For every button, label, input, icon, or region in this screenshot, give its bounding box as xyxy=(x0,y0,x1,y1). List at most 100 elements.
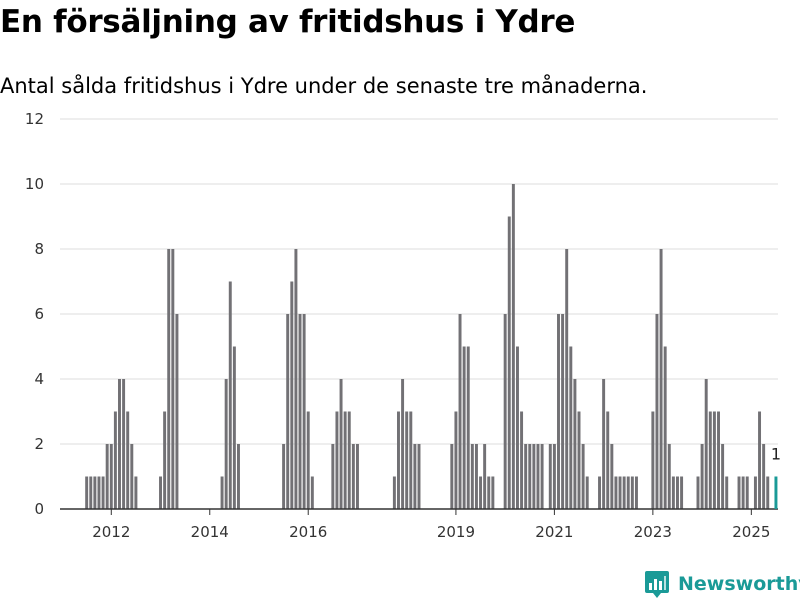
x-tick-label: 2019 xyxy=(437,523,475,541)
bar xyxy=(655,314,659,509)
bar xyxy=(93,476,97,509)
x-tick-label: 2012 xyxy=(92,523,130,541)
chart-title: En försäljning av fritidshus i Ydre xyxy=(0,4,576,40)
bar xyxy=(335,411,339,509)
bar xyxy=(347,411,351,509)
bar xyxy=(524,444,528,509)
bars xyxy=(85,184,770,509)
bar xyxy=(236,444,240,509)
bar xyxy=(758,411,762,509)
bar xyxy=(717,411,720,509)
bar xyxy=(224,379,228,509)
bar xyxy=(101,476,105,509)
bar xyxy=(306,411,310,509)
bar xyxy=(520,411,524,509)
bar xyxy=(766,476,770,509)
bar xyxy=(355,444,359,509)
bar xyxy=(298,314,302,509)
bar xyxy=(479,476,483,509)
bar xyxy=(700,444,704,509)
bar xyxy=(228,281,232,509)
bar xyxy=(286,314,290,509)
bar xyxy=(113,411,117,509)
y-tick-label: 10 xyxy=(25,175,44,193)
bar xyxy=(163,411,167,509)
bar xyxy=(663,346,667,509)
x-tick-label: 2014 xyxy=(191,523,229,541)
bar xyxy=(109,444,113,509)
bar xyxy=(528,444,532,509)
bar xyxy=(331,444,335,509)
bar xyxy=(708,411,712,509)
bar xyxy=(659,249,663,509)
bar xyxy=(753,476,757,509)
bar xyxy=(626,476,630,509)
bar xyxy=(671,476,675,509)
bar xyxy=(540,444,544,509)
bar xyxy=(561,314,565,509)
bar xyxy=(413,444,417,509)
bar xyxy=(343,411,347,509)
bar xyxy=(552,444,556,509)
bar xyxy=(450,444,454,509)
bar xyxy=(134,476,138,509)
bar xyxy=(97,476,101,509)
bar xyxy=(536,444,540,509)
bar xyxy=(397,411,400,509)
highlight-annotation: 1 xyxy=(771,445,781,509)
y-tick-label: 4 xyxy=(34,370,44,388)
bar xyxy=(351,444,355,509)
bar xyxy=(618,476,622,509)
bar xyxy=(232,346,236,509)
bar xyxy=(577,411,581,509)
bar xyxy=(220,476,224,509)
bar xyxy=(474,444,478,509)
y-tick-label: 6 xyxy=(34,305,44,323)
bar xyxy=(548,444,552,509)
bar xyxy=(614,476,618,509)
y-tick-label: 0 xyxy=(34,500,44,518)
bar xyxy=(581,444,585,509)
bar xyxy=(569,346,573,509)
bar xyxy=(409,411,413,509)
x-tick-label: 2023 xyxy=(634,523,672,541)
bar xyxy=(511,184,515,509)
bar xyxy=(721,444,725,509)
y-tick-label: 8 xyxy=(34,240,44,258)
x-tick-label: 2025 xyxy=(732,523,770,541)
bar xyxy=(175,314,179,509)
bar xyxy=(122,379,126,509)
bar xyxy=(573,379,577,509)
bar xyxy=(602,379,606,509)
highlight-bar xyxy=(774,476,778,509)
newsworthy-logo-icon xyxy=(645,571,669,598)
bar xyxy=(491,476,495,509)
bar xyxy=(565,249,569,509)
brand-name: Newsworthy xyxy=(678,573,800,595)
bar xyxy=(610,444,614,509)
bar xyxy=(118,379,121,509)
bar xyxy=(483,444,487,509)
bar xyxy=(745,476,749,509)
bar xyxy=(462,346,466,509)
bar xyxy=(762,444,766,509)
highlight-value-label: 1 xyxy=(771,445,781,464)
bar xyxy=(130,444,134,509)
y-tick-label: 2 xyxy=(34,435,44,453)
bar xyxy=(606,411,610,509)
bar xyxy=(171,249,175,509)
bar xyxy=(532,444,536,509)
bar xyxy=(507,216,511,509)
bar xyxy=(417,444,421,509)
bar xyxy=(302,314,306,509)
x-axis: 2012 2014 2016 2019 2021 2023 2025 xyxy=(60,508,778,541)
bar xyxy=(167,249,171,509)
x-tick-label: 2016 xyxy=(289,523,327,541)
bar xyxy=(290,281,294,509)
bar xyxy=(294,249,298,509)
x-tick-label: 2021 xyxy=(535,523,573,541)
bar xyxy=(310,476,314,509)
bar xyxy=(458,314,462,509)
bar xyxy=(126,411,130,509)
